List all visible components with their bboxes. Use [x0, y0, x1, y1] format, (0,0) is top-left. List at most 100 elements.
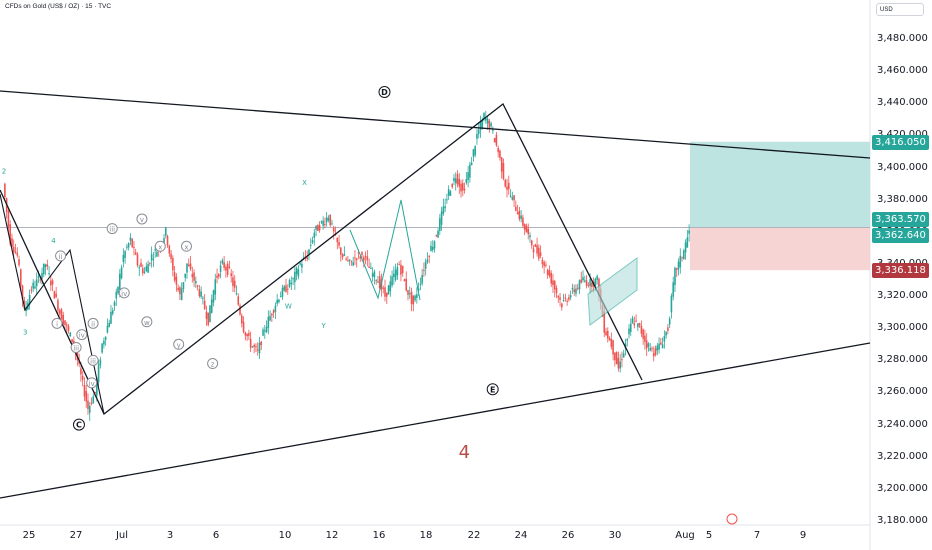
- candle-body: [477, 129, 480, 134]
- candle-body: [276, 299, 278, 304]
- event-icon: [726, 513, 738, 525]
- candle-body: [9, 224, 11, 244]
- candle-body: [318, 224, 321, 231]
- candle-body: [493, 138, 496, 143]
- candle-body: [447, 189, 450, 196]
- candle-body: [688, 230, 690, 234]
- candle-body: [308, 249, 310, 254]
- candle-body: [539, 252, 542, 256]
- candle-body: [110, 311, 112, 324]
- candle-body: [145, 266, 148, 272]
- candle-body: [127, 243, 130, 248]
- candle-body: [582, 277, 584, 281]
- candle-body: [226, 263, 229, 275]
- candle-body: [495, 134, 498, 146]
- wave-label: w: [144, 319, 150, 327]
- candle-body: [225, 267, 227, 271]
- candle-body: [474, 146, 476, 156]
- candle-body: [663, 335, 666, 342]
- candle-body: [684, 242, 687, 253]
- candle-body: [622, 353, 625, 358]
- candle-body: [516, 212, 519, 215]
- candle-body: [584, 280, 586, 282]
- candle-body: [465, 179, 468, 183]
- candle-body: [53, 291, 56, 299]
- candle-body: [419, 283, 422, 285]
- candle-body: [668, 318, 671, 325]
- candle-body: [490, 123, 492, 127]
- wave-label: iii: [90, 357, 96, 365]
- candle-body: [348, 259, 351, 261]
- candle-body: [242, 321, 245, 333]
- candle-body: [336, 237, 339, 243]
- candle-body: [637, 323, 639, 328]
- candle-body: [294, 271, 296, 283]
- candle-body: [274, 305, 277, 312]
- candle-body: [143, 271, 146, 273]
- candle-body: [286, 288, 289, 290]
- candle-body: [679, 255, 682, 268]
- candle-body: [449, 191, 452, 196]
- candle-body: [67, 326, 70, 331]
- y-tick-label: 3,240.000: [877, 418, 928, 430]
- upper-trendline: [0, 90, 871, 159]
- candle-body: [315, 225, 317, 230]
- candle-body: [564, 297, 567, 299]
- candle-body: [4, 183, 6, 198]
- candle-body: [373, 271, 376, 277]
- candle-body: [327, 218, 330, 221]
- candle-body: [232, 277, 234, 286]
- candle-body: [412, 295, 415, 305]
- wave-label-circle: [141, 316, 153, 328]
- candle-body: [672, 282, 675, 297]
- candle-body: [88, 405, 91, 413]
- candle-body: [271, 313, 273, 316]
- x-tick-label: 3: [166, 530, 174, 541]
- candle-body: [292, 278, 294, 280]
- candle-body: [278, 299, 280, 303]
- candle-body: [665, 331, 667, 336]
- candle-body: [262, 329, 264, 336]
- candle-body: [612, 340, 614, 355]
- candle-body: [536, 245, 538, 254]
- x-tick-label: 18: [419, 530, 433, 541]
- candle-body: [578, 280, 581, 290]
- candle-body: [484, 117, 487, 121]
- candle-body: [156, 251, 158, 257]
- candle-body: [18, 259, 20, 266]
- candle-body: [614, 352, 616, 361]
- y-tick-label: 3,440.000: [877, 97, 928, 109]
- currency-selector[interactable]: USD: [876, 3, 924, 16]
- wave-label-circle: [51, 317, 63, 329]
- candle-body: [41, 272, 43, 279]
- wave-label: x: [184, 243, 188, 251]
- candle-body: [228, 266, 231, 268]
- candle-body: [428, 256, 431, 258]
- candle-body: [361, 252, 363, 255]
- candle-body: [256, 349, 259, 351]
- candle-body: [437, 230, 439, 238]
- candle-body: [417, 288, 420, 291]
- candle-body: [555, 288, 558, 294]
- candle-body: [385, 292, 388, 297]
- candle-body: [453, 178, 455, 182]
- candle-body: [647, 343, 650, 347]
- wave-label: iv: [79, 332, 85, 340]
- candle-body: [492, 129, 494, 131]
- candle-body: [635, 320, 637, 322]
- candle-body: [642, 329, 644, 339]
- candle-body: [150, 254, 153, 261]
- candle-body: [401, 266, 404, 274]
- candle-body: [32, 282, 34, 289]
- profit-zone: [690, 141, 870, 228]
- candle-body: [414, 295, 416, 301]
- wave-label: z: [211, 361, 215, 369]
- candle-body: [99, 359, 102, 366]
- candle-body: [113, 302, 116, 306]
- candle-body: [285, 285, 287, 293]
- candle-body: [543, 262, 545, 267]
- candle-body: [575, 288, 577, 294]
- candle-body: [50, 280, 52, 286]
- candle-body: [19, 269, 22, 286]
